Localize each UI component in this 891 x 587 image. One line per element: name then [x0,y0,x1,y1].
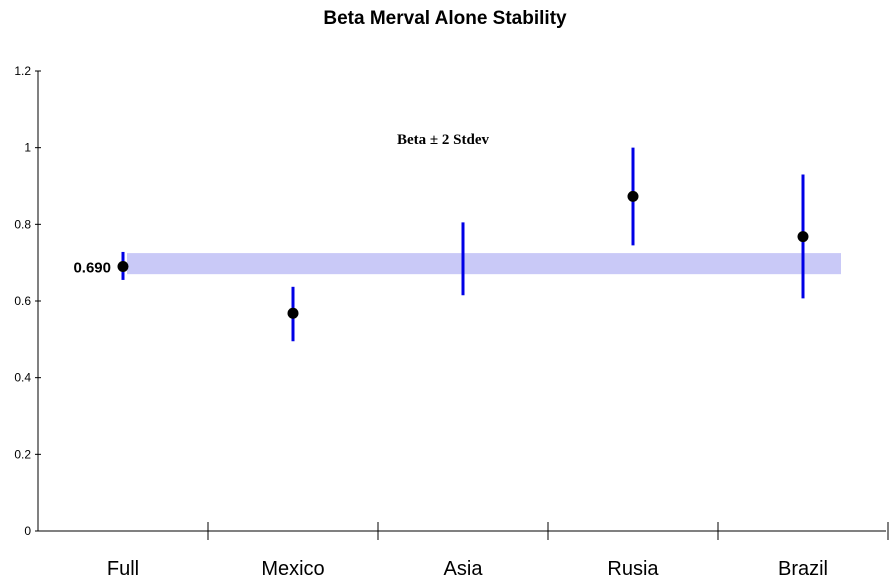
plot-area: 0 0.2 0.4 0.6 0.8 1 1.2 Full Mexico Asia Rusia Braz… [14,64,889,580]
y-tick-label: 0 [24,524,31,538]
reference-band [127,253,841,275]
reference-value-label: 0.690 [73,260,111,277]
y-tick-label: 1 [24,141,31,155]
chart-title: Beta Merval Alone Stability [323,8,567,29]
x-tick-label: Rusia [607,558,659,580]
y-tick-label: 0.8 [14,217,31,231]
beta-point [117,261,129,272]
x-tick-label: Full [107,558,139,580]
x-tick-label: Brazil [778,558,828,580]
chart-annotation: Beta ± 2 Stdev [397,132,489,148]
x-tick-label: Asia [444,558,484,580]
beta-point [287,307,299,319]
y-tick-label: 0.4 [14,371,31,385]
beta-point [627,190,639,202]
y-tick-label: 1.2 [14,64,31,78]
y-tick-label: 0.6 [14,294,31,308]
beta-point [797,231,809,243]
x-tick-label: Mexico [261,558,324,580]
y-tick-label: 0.2 [14,447,31,461]
